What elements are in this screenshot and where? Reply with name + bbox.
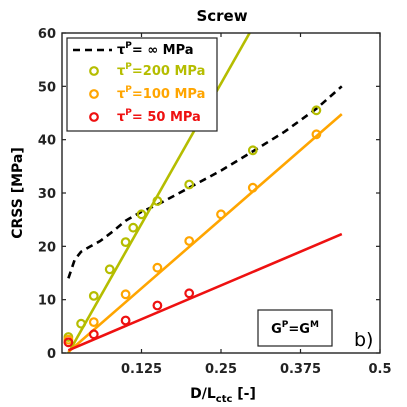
y-tick-label: 50 [38, 80, 56, 95]
annotation: GP=GM [257, 309, 333, 347]
legend-marker [89, 66, 99, 76]
series-2-point [247, 182, 258, 193]
series-1-point [128, 222, 139, 233]
x-tick-label: 0.125 [121, 362, 162, 377]
legend-marker [89, 89, 99, 99]
y-tick-label: 10 [38, 294, 56, 309]
x-axis-label-main: D/L [190, 386, 216, 402]
x-tick-label: 0.375 [280, 362, 321, 377]
legend-entry-3: τP= 50 MPa [117, 108, 201, 125]
series-3-point [152, 300, 163, 311]
series-1-point [152, 196, 163, 206]
x-tick-label: 0.25 [205, 362, 237, 377]
x-axis-label: D/Lctc [-] [190, 386, 256, 405]
y-tick-label: 30 [38, 187, 56, 202]
y-tick-label: 60 [38, 27, 56, 42]
y-tick-label: 40 [38, 134, 56, 149]
legend-entry-0: τP= ∞ MPa [117, 41, 194, 58]
legend-marker [89, 112, 99, 122]
legend-entry-2: τP=100 MPa [117, 85, 205, 102]
series-1-point [120, 237, 131, 248]
series-1-point [311, 105, 322, 116]
series-3-line [67, 232, 343, 352]
series-2-point [88, 317, 99, 328]
annotation-box [257, 309, 333, 347]
legend-box [66, 37, 218, 132]
x-tick-label: 0.5 [368, 362, 391, 377]
series-3-point [88, 329, 99, 340]
series-2-point [311, 129, 322, 140]
y-tick-label: 0 [47, 347, 56, 362]
series-1-point [76, 318, 86, 329]
x-axis-ticks: 0.125 0.25 0.375 0.5 [121, 33, 392, 377]
series-2-point [120, 289, 131, 300]
x-axis-label-unit: [-] [232, 386, 255, 402]
series-2-line [67, 113, 343, 353]
series-3-point [63, 337, 74, 348]
series-1-point [104, 264, 115, 275]
series-2-point [216, 209, 226, 220]
series-1-line [67, 33, 251, 353]
series-3-point [184, 288, 195, 299]
chart-title: Screw [196, 7, 247, 25]
series-layer [63, 33, 343, 353]
panel-label: b) [354, 329, 373, 351]
x-axis-label-subscript: ctc [216, 394, 233, 405]
y-axis-label: CRSS [MPa] [10, 147, 26, 239]
series-2-point [184, 236, 195, 246]
series-1-point [136, 209, 147, 220]
series-1-point [88, 291, 99, 301]
series-1-point [184, 179, 195, 190]
legend-entry-1: τP=200 MPa [117, 62, 205, 79]
y-axis-ticks: 0 10 20 30 40 50 60 [38, 27, 380, 362]
y-tick-label: 20 [38, 240, 56, 255]
annotation-text: GP=GM [271, 320, 319, 337]
series-0-line [67, 85, 343, 279]
series-3-point [120, 315, 131, 326]
series-2-point [152, 262, 163, 273]
legend: τP= ∞ MPa τP=200 MPa τP=100 MPa τP= 50 MPa [66, 37, 218, 132]
series-1-point [247, 145, 258, 156]
